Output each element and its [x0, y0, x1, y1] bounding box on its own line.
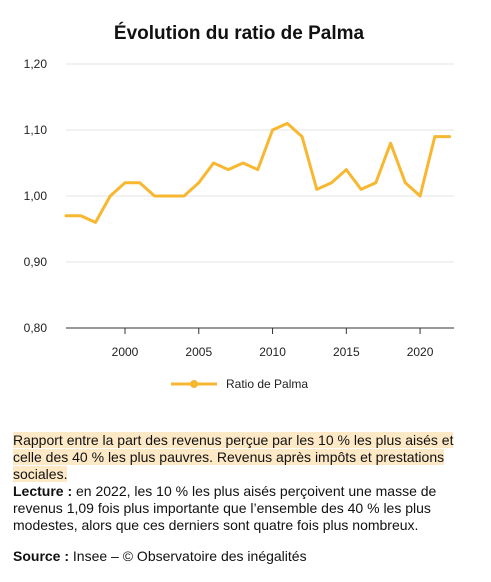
source: Source : Insee – © Observatoire des inég…: [13, 548, 479, 565]
x-tick-label: 2010: [259, 345, 286, 359]
source-label: Source :: [13, 548, 70, 564]
y-tick-label: 0,90: [24, 255, 48, 269]
y-tick-label: 1,10: [24, 123, 48, 137]
lecture-text: en 2022, les 10 % les plus aisés perçoiv…: [13, 483, 437, 533]
y-tick-label: 0,80: [24, 321, 48, 335]
series-line: [64, 121, 452, 224]
series-group: [64, 121, 452, 224]
x-tick-label: 2005: [185, 345, 212, 359]
y-tick-label: 1,20: [24, 57, 48, 71]
source-text: Insee – © Observatoire des inégalités: [69, 548, 307, 564]
x-tick-label: 2020: [407, 345, 434, 359]
lecture: Lecture : en 2022, les 10 % les plus ais…: [13, 483, 479, 534]
legend-label: Ratio de Palma: [226, 377, 308, 391]
chart-title: Évolution du ratio de Palma: [114, 22, 365, 44]
legend-marker: [190, 380, 198, 388]
lecture-label: Lecture :: [13, 483, 73, 499]
chart: Évolution du ratio de Palma 0,80 0,90 1,00…: [24, 22, 454, 391]
x-tick-label: 2000: [112, 345, 139, 359]
grid: [66, 63, 454, 329]
chart-notes: Rapport entre la part des revenus perçue…: [13, 432, 479, 565]
legend[interactable]: Ratio de Palma: [171, 377, 308, 391]
x-tick-label: 2015: [333, 345, 360, 359]
y-tick-label: 1,00: [24, 189, 48, 203]
x-axis-ticks: 2000 2005 2010 2015 2020: [112, 328, 434, 359]
description: Rapport entre la part des revenus perçue…: [13, 432, 479, 483]
description-text: Rapport entre la part des revenus perçue…: [13, 432, 454, 482]
y-axis-ticks: 0,80 0,90 1,00 1,10 1,20: [24, 57, 48, 335]
